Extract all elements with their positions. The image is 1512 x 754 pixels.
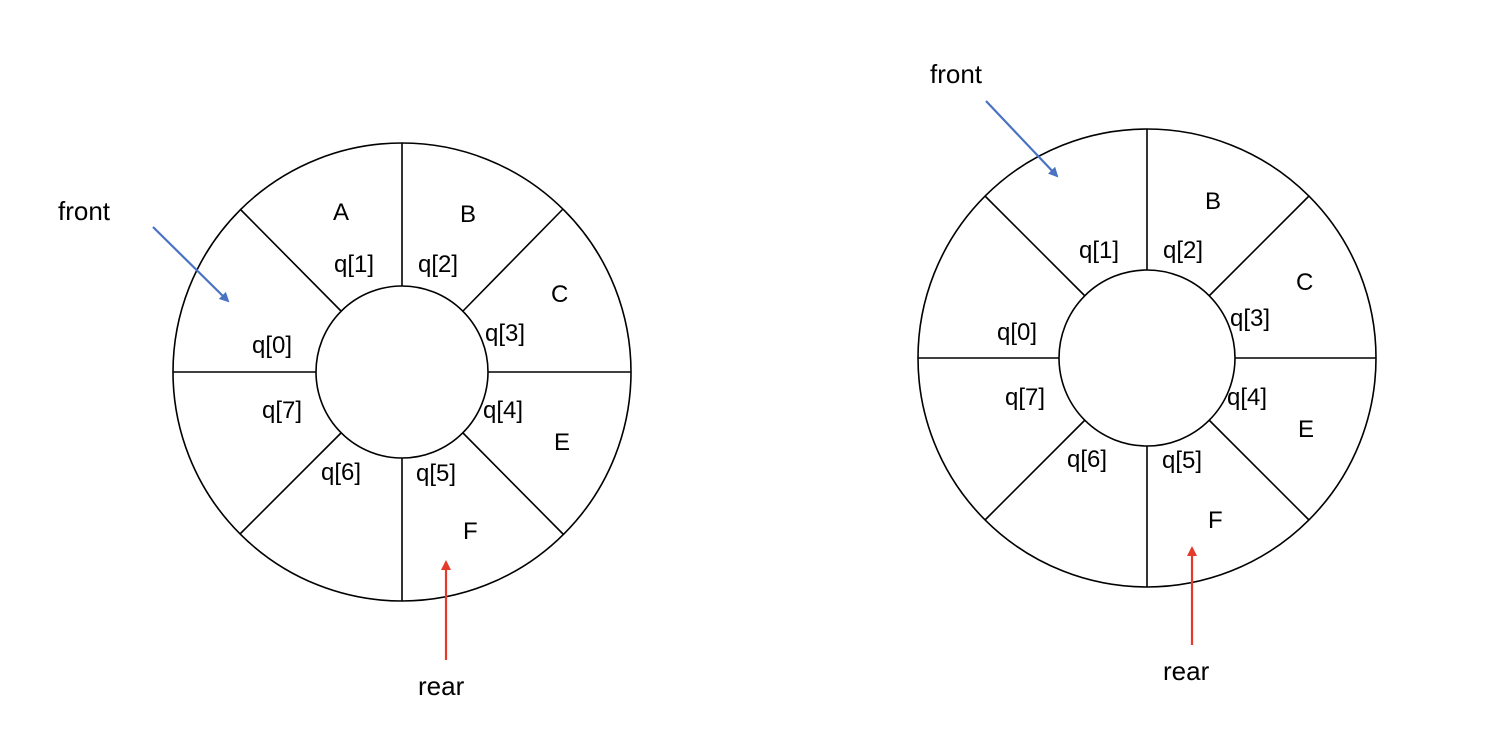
divider-line xyxy=(239,208,342,312)
cell-value-label: B xyxy=(1205,188,1221,215)
queue-left: q[0] q[1] q[2] q[3] q[4] q[5] q[6] q[7] … xyxy=(58,142,632,701)
cell-value-label: C xyxy=(551,281,568,308)
cell-value-label: C xyxy=(1296,269,1313,296)
divider-line xyxy=(984,419,1086,521)
cell-index-label: q[2] xyxy=(1163,237,1203,264)
cell-index-label: q[3] xyxy=(485,320,525,347)
inner-ring xyxy=(1058,269,1236,447)
front-label: front xyxy=(930,59,983,89)
cell-index-label: q[5] xyxy=(1162,447,1202,474)
cell-index-label: q[0] xyxy=(997,319,1037,346)
cell-index-label: q[1] xyxy=(1079,237,1119,264)
divider-line xyxy=(1208,195,1310,297)
front-label: front xyxy=(58,196,111,226)
cell-value-label: F xyxy=(463,518,478,545)
cell-index-label: q[7] xyxy=(1005,384,1045,411)
cell-index-label: q[5] xyxy=(416,460,456,487)
divider-line xyxy=(462,432,564,535)
cell-index-label: q[4] xyxy=(1227,384,1267,411)
rear-label: rear xyxy=(418,671,465,701)
cell-index-label: q[6] xyxy=(1067,446,1107,473)
cell-index-label: q[6] xyxy=(321,459,361,486)
cell-index-label: q[7] xyxy=(262,397,302,424)
cell-index-label: q[0] xyxy=(252,332,292,359)
cell-value-label: A xyxy=(333,199,349,226)
queue-right: q[0] q[1] q[2] q[3] q[4] q[5] q[6] q[7] … xyxy=(917,59,1377,686)
divider-line xyxy=(462,208,564,312)
divider-line xyxy=(984,195,1086,297)
cell-index-label: q[2] xyxy=(418,251,458,278)
inner-ring xyxy=(315,285,489,459)
cell-index-label: q[4] xyxy=(483,397,523,424)
front-arrow xyxy=(985,100,1059,178)
cell-value-label: F xyxy=(1208,507,1223,534)
cell-value-label: B xyxy=(460,201,476,228)
cell-index-label: q[3] xyxy=(1230,305,1270,332)
cell-index-label: q[1] xyxy=(334,251,374,278)
cell-value-label: E xyxy=(554,429,570,456)
divider-line xyxy=(1208,419,1310,521)
rear-label: rear xyxy=(1163,656,1210,686)
cell-value-label: E xyxy=(1298,416,1314,443)
front-arrow xyxy=(152,226,230,303)
divider-line xyxy=(239,432,342,535)
